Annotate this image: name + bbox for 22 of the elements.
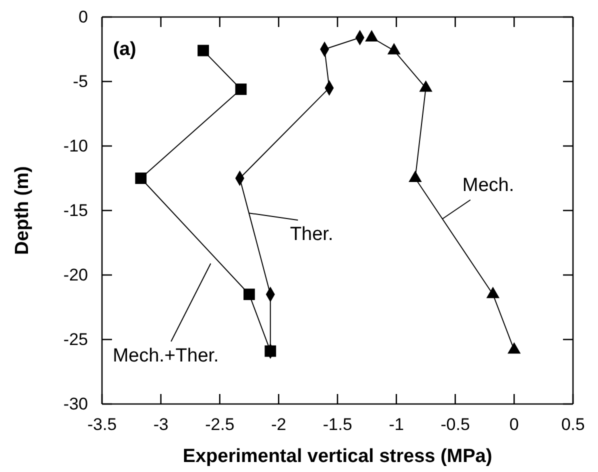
text: (a): [113, 39, 136, 60]
legend-label: Ther.: [290, 224, 334, 246]
x-tick-label: -3: [153, 415, 168, 434]
x-tick-label: -1: [388, 415, 404, 434]
x-tick-label: 0: [509, 415, 519, 434]
x-tick-label: -0.5: [440, 415, 470, 434]
y-tick-label: -25: [63, 330, 88, 349]
y-tick-label: -5: [72, 72, 88, 91]
x-axis-title: Experimental vertical stress (MPa): [182, 446, 492, 467]
x-tick-label: -2.5: [205, 415, 234, 434]
x-tick-label: -3.5: [87, 415, 117, 434]
y-tick-label: -10: [63, 136, 88, 156]
y-tick-label: -15: [63, 200, 88, 220]
x-tick-label: 0.5: [561, 415, 585, 434]
y-axis-title: Depth (m): [12, 166, 33, 255]
series-label: Mech.: [462, 174, 514, 196]
y-tick-label: -30: [63, 394, 88, 414]
x-tick-label: -1.5: [322, 415, 352, 434]
text: Mech.+Ther.: [112, 346, 219, 367]
y-tick-label: -20: [63, 265, 88, 284]
y-tick-label: 0: [78, 7, 88, 26]
x-tick-label: -2: [271, 415, 286, 434]
